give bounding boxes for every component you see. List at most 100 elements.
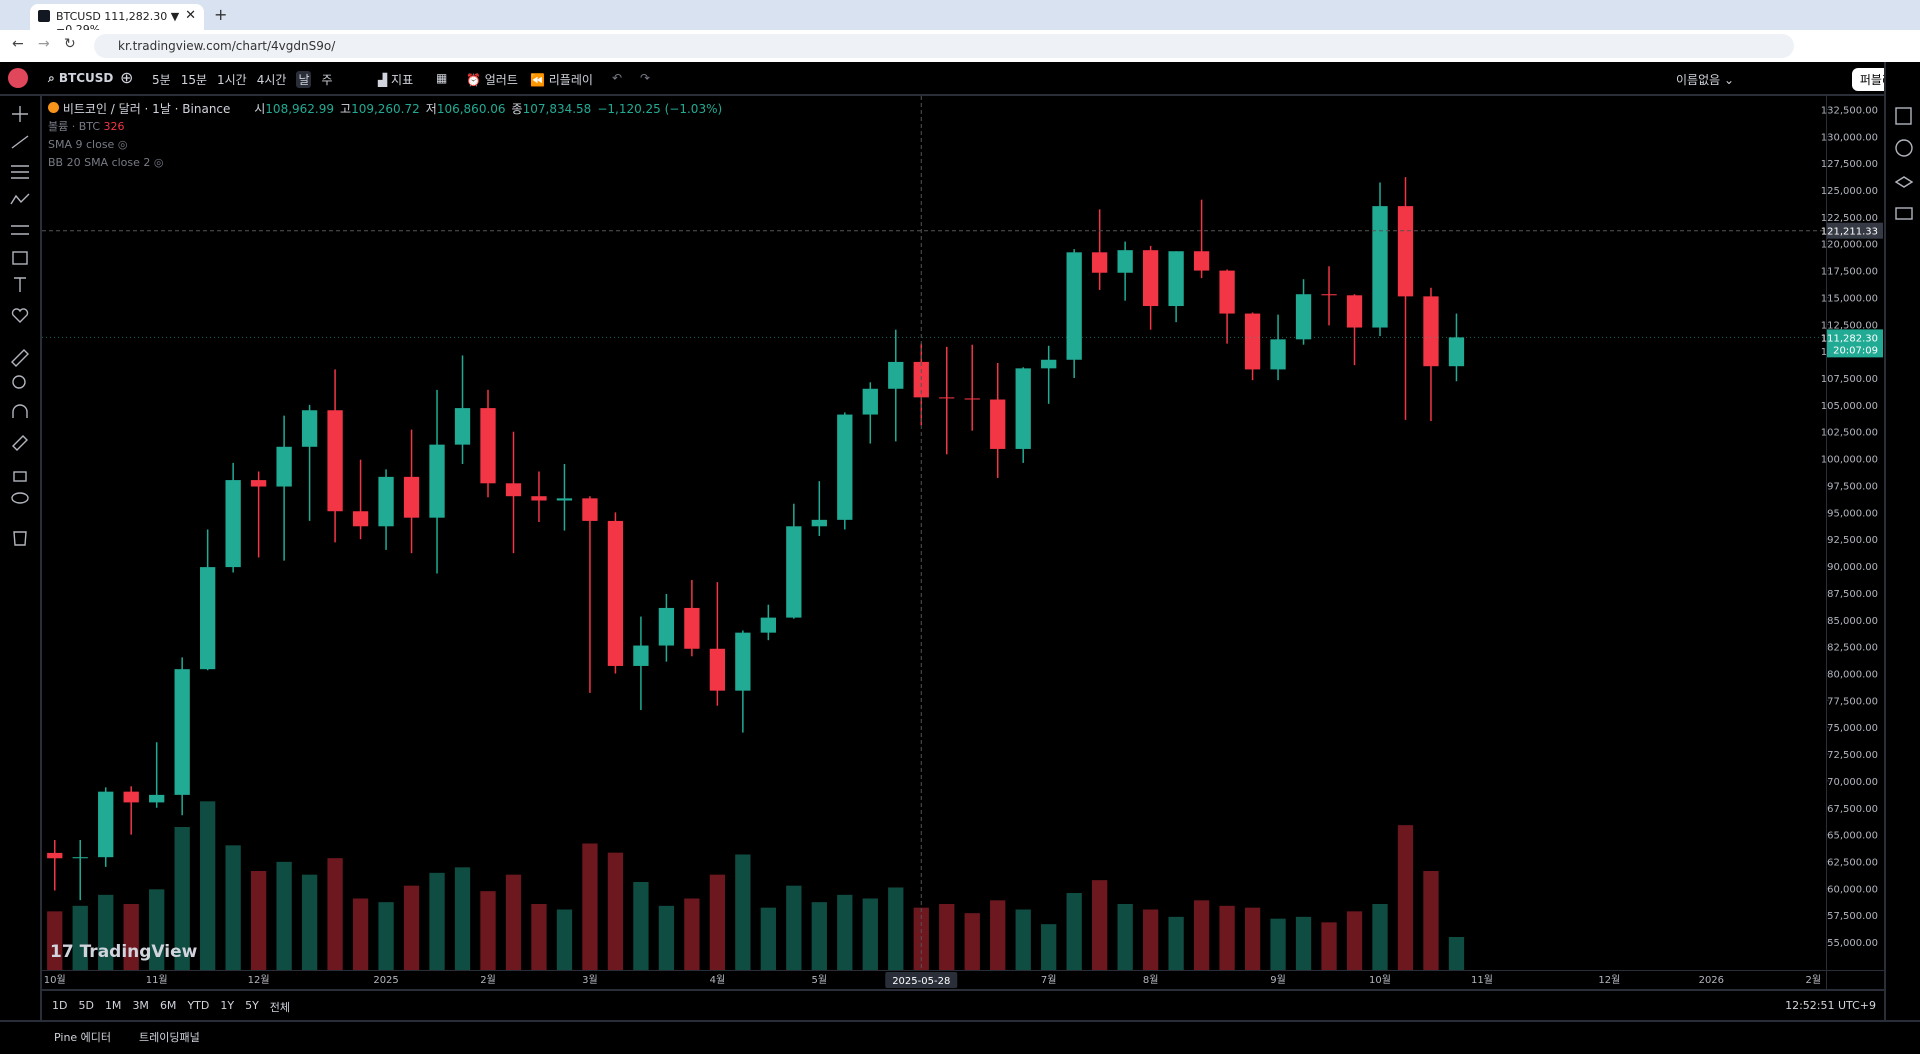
y-tick-label: 130,000.00 — [1821, 132, 1878, 143]
volume-bar — [1168, 916, 1184, 970]
volume-bar — [225, 845, 241, 970]
candle-body — [1142, 250, 1159, 307]
range-button[interactable]: 1M — [104, 999, 122, 1012]
interval-button[interactable]: 15분 — [180, 73, 207, 87]
tab-close[interactable]: ✕ — [185, 8, 196, 23]
x-tick-label: 2025 — [373, 975, 398, 986]
projection-tool[interactable] — [11, 225, 29, 235]
symbol-search[interactable]: ⌕ BTCUSD — [48, 71, 114, 85]
chart: 55,000.00 57,500.00 60,000.00 62,500.00 65,0… — [42, 96, 1884, 989]
volume-bar — [658, 905, 675, 970]
panel-tab[interactable]: Pine 에디터 — [54, 1031, 112, 1044]
range-button[interactable]: 1D — [52, 999, 68, 1012]
replay-button[interactable]: ⏪ 리플레이 — [530, 73, 593, 87]
volume-bar — [1397, 825, 1414, 970]
clock: 12:52:51 UTC+9 — [1785, 999, 1876, 1012]
range-button[interactable]: 6M — [159, 999, 177, 1012]
watchlist-icon[interactable] — [1895, 107, 1912, 125]
zoom-tool[interactable] — [12, 375, 26, 389]
volume-bar — [1270, 918, 1286, 970]
legend-row: SMA 9 close ◎ — [48, 138, 128, 151]
alert-button[interactable]: ⏰ 얼러트 — [466, 73, 518, 87]
y-tick-label: 122,500.00 — [1821, 213, 1878, 224]
volume-bar — [811, 902, 827, 970]
candle-body — [352, 511, 369, 527]
undo-button[interactable]: ↶ — [612, 71, 623, 85]
new-tab[interactable]: + — [214, 5, 228, 24]
reload-button[interactable]: ↻ — [64, 36, 76, 52]
fib-tool[interactable] — [11, 165, 29, 179]
interval-button[interactable]: 날 — [296, 71, 312, 88]
y-tick-label: 72,500.00 — [1827, 750, 1878, 761]
chat-icon[interactable] — [1895, 207, 1913, 220]
y-tick-label: 115,000.00 — [1821, 293, 1878, 304]
y-tick-label: 107,500.00 — [1821, 374, 1878, 385]
symbol: BTCUSD — [58, 71, 114, 85]
y-tick-label: 112,500.00 — [1821, 320, 1878, 331]
x-tick-label: 12월 — [1598, 974, 1620, 986]
y-tick-label: 82,500.00 — [1827, 643, 1878, 654]
coin-icon — [48, 102, 59, 113]
volume-bar — [939, 904, 955, 970]
magnet-tool[interactable] — [12, 404, 28, 418]
templates-button[interactable]: ▦ — [436, 71, 448, 85]
y-tick-label: 127,500.00 — [1821, 159, 1878, 170]
compare-button[interactable]: ⊕ — [120, 68, 134, 87]
range-button[interactable]: 5D — [78, 999, 94, 1012]
pattern-tool[interactable] — [10, 193, 30, 205]
volume-bar — [964, 913, 980, 970]
volume-bar — [200, 801, 216, 970]
interval-button[interactable]: 1시간 — [217, 73, 247, 87]
x-tick-label: 11월 — [146, 974, 168, 986]
volume-bar — [1448, 937, 1465, 970]
x-tick-label: 8월 — [1143, 974, 1159, 986]
layers-icon[interactable] — [1894, 176, 1914, 188]
alerts-icon[interactable] — [1895, 139, 1913, 157]
lock-tool[interactable] — [13, 471, 27, 482]
range-button[interactable]: 전체 — [269, 1001, 291, 1014]
panel-tab[interactable]: 트레이딩패널 — [139, 1031, 200, 1044]
candle-body — [327, 410, 343, 512]
candle-body — [72, 857, 88, 859]
forward-button[interactable]: → — [38, 36, 50, 52]
range-button[interactable]: YTD — [187, 999, 210, 1012]
last-price: 111,282.30 — [1821, 333, 1878, 344]
candle-body — [1270, 339, 1286, 370]
y-tick-label: 120,000.00 — [1821, 240, 1878, 251]
delete-tool[interactable] — [13, 531, 27, 546]
volume-bar — [837, 894, 853, 970]
volume-bar — [1372, 904, 1388, 970]
range-button[interactable]: 1Y — [220, 999, 235, 1012]
interval-button[interactable]: 5분 — [152, 73, 171, 87]
last-price-box — [1827, 329, 1883, 358]
measure-tool[interactable] — [11, 349, 29, 367]
crosshair-tool[interactable] — [12, 106, 28, 122]
range-button[interactable]: 5Y — [245, 999, 259, 1012]
volume-bar — [174, 827, 190, 970]
indicators-button[interactable]: ▟ 지표 — [378, 73, 414, 87]
back-button[interactable]: ← — [12, 36, 24, 52]
user-avatar[interactable] — [8, 68, 28, 88]
lock-drawing-tool[interactable] — [12, 435, 28, 451]
shape-tool[interactable] — [12, 251, 28, 265]
ohlc-value: 107,834.58 — [522, 102, 592, 116]
interval-button[interactable]: 4시간 — [256, 73, 287, 87]
candle-body — [709, 648, 726, 691]
interval-button[interactable]: 주 — [321, 73, 333, 87]
redo-button[interactable]: ↷ — [640, 71, 651, 85]
hide-tool[interactable] — [11, 492, 29, 504]
y-tick-label: 92,500.00 — [1827, 535, 1878, 546]
browser-tab[interactable]: BTCUSD 111,282.30 ▼ −0.29% ✕ — [30, 4, 204, 36]
favorites-tool[interactable] — [11, 308, 29, 323]
y-tick-label: 70,000.00 — [1827, 777, 1878, 788]
y-tick-label: 125,000.00 — [1821, 186, 1878, 197]
text-tool[interactable] — [14, 277, 26, 292]
range-button[interactable]: 3M — [132, 999, 149, 1012]
y-tick-label: 90,000.00 — [1827, 562, 1878, 573]
volume-title: 볼륨 · BTC — [48, 120, 101, 133]
url-field[interactable]: kr.tradingview.com/chart/4vgdnS9o/ — [94, 34, 1794, 58]
trendline-tool[interactable] — [11, 135, 29, 149]
url: kr.tradingview.com/chart/4vgdnS9o/ — [118, 39, 336, 53]
layout-button[interactable]: 이름없음 ⌄ — [1676, 73, 1735, 87]
candle-body — [429, 444, 445, 518]
